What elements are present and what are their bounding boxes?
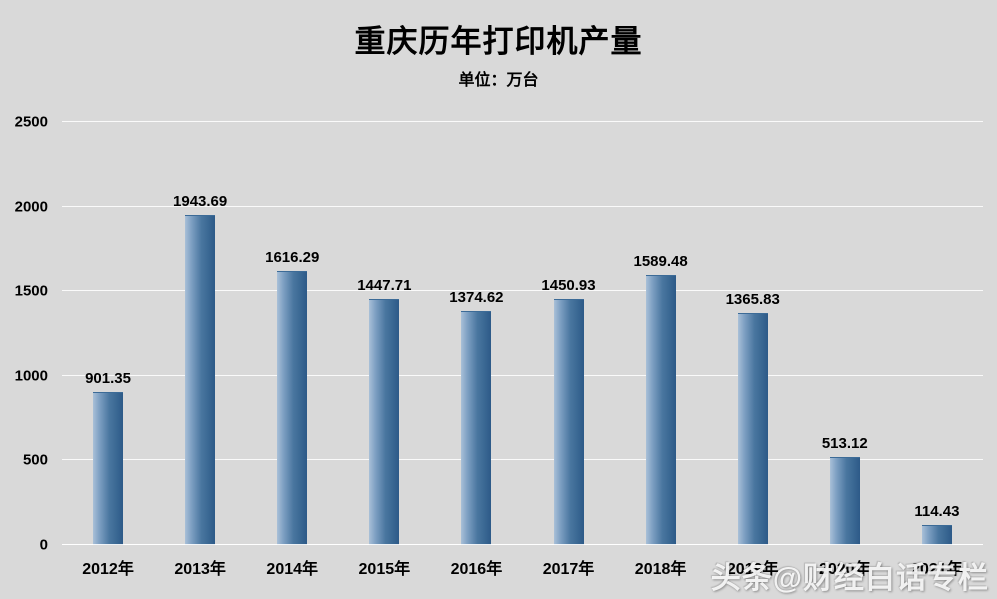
bar (829, 457, 860, 545)
bar (369, 299, 400, 545)
bar (185, 215, 216, 545)
y-axis: 0 500 1000 1500 2000 2500 (0, 115, 54, 553)
bar (645, 275, 676, 545)
y-axis-tick-label: 1000 (14, 367, 48, 385)
bar (461, 311, 492, 545)
bar-column: 1450.93 2017年 (522, 122, 614, 578)
y-axis-tick-label: 2000 (14, 198, 48, 216)
watermark: 头条@财经白话专栏 (710, 562, 989, 595)
bar-column: 1447.71 2015年 (338, 122, 430, 578)
columns: 901.35 2012年 1943.69 2013年 1616.29 2014年 1447.… (62, 122, 983, 579)
gridline (62, 459, 983, 461)
x-axis-label: 2020年 (818, 561, 871, 578)
bar-value-label: 1589.48 (633, 253, 688, 271)
bar-column: 901.35 2012年 (62, 122, 154, 579)
bar-value-label: 901.35 (85, 369, 131, 387)
x-axis-label: 2019年 (726, 561, 779, 578)
bar (553, 298, 584, 545)
bar (93, 391, 124, 545)
y-axis-tick-label: 2500 (14, 113, 48, 131)
bar-column: 114.43 2021年 (891, 122, 983, 578)
bar (921, 524, 952, 545)
bar-column: 1374.62 2016年 (430, 122, 522, 578)
gridline (62, 374, 983, 376)
x-axis-label: 2021年 (911, 561, 963, 578)
bar-value-label: 1374.62 (449, 289, 504, 307)
bar-value-label: 1450.93 (541, 276, 596, 294)
bar (737, 312, 768, 545)
gridline (62, 205, 983, 207)
plot-area: 901.35 2012年 1943.69 2013年 1616.29 2014年 1447.… (62, 121, 983, 579)
x-axis-baseline (62, 544, 983, 545)
bar-value-label: 1447.71 (357, 277, 412, 295)
bar-value-label: 1943.69 (173, 193, 228, 211)
bar-column: 1943.69 2013年 (154, 122, 246, 578)
x-axis-label: 2014年 (266, 561, 319, 578)
bar-column: 1365.83 2019年 (707, 122, 799, 578)
y-axis-tick-label: 500 (22, 451, 48, 469)
y-axis-tick-label: 0 (39, 536, 48, 554)
x-axis-label: 2018年 (634, 561, 687, 578)
bar-value-label: 114.43 (914, 502, 960, 520)
x-axis-label: 2015年 (358, 561, 411, 578)
bar-column: 513.12 2020年 (799, 122, 891, 578)
bar-value-label: 513.12 (821, 435, 868, 453)
x-axis-label: 2016年 (450, 561, 503, 578)
y-axis-tick-label: 1500 (14, 282, 48, 300)
chart-subtitle: 单位：万台 (458, 72, 539, 89)
bar-column: 1589.48 2018年 (615, 122, 707, 578)
chart-title: 重庆历年打印机产量 (354, 24, 643, 59)
bar (277, 270, 308, 545)
bar-value-label: 1616.29 (265, 248, 320, 266)
x-axis-label: 2012年 (82, 561, 134, 578)
bar-value-label: 1365.83 (725, 290, 780, 308)
bar-column: 1616.29 2014年 (246, 122, 338, 578)
x-axis-label: 2013年 (174, 561, 226, 578)
gridline (62, 290, 983, 292)
gridline (62, 121, 983, 122)
x-axis-label: 2017年 (542, 561, 595, 578)
